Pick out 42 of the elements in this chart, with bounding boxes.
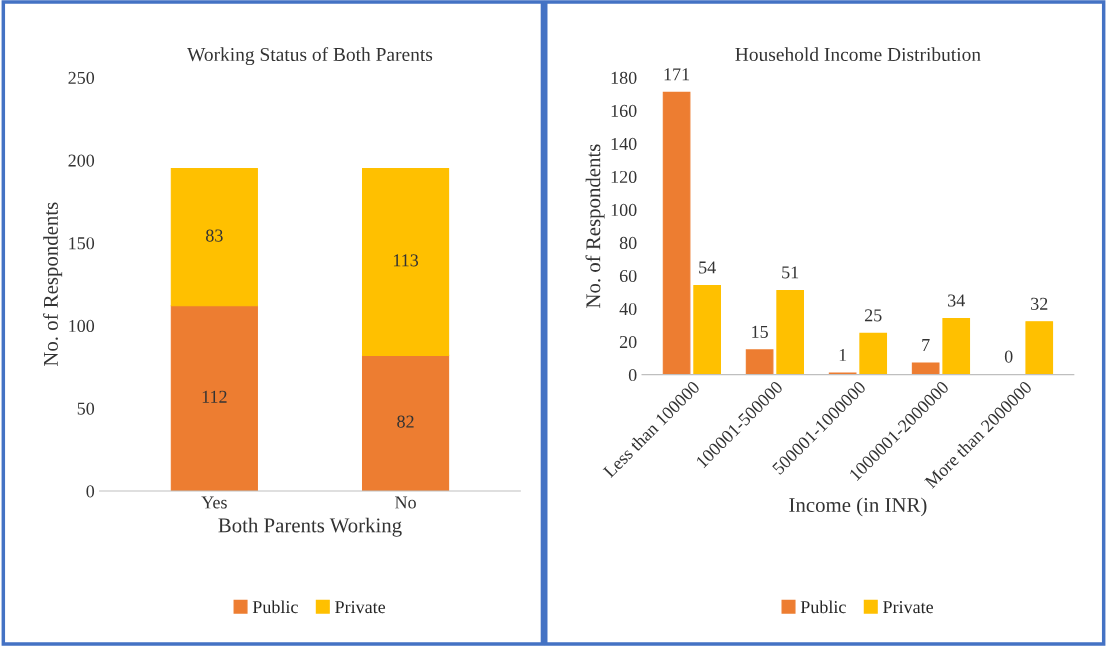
y-tick-label: 250: [68, 71, 95, 84]
data-label: 82: [397, 415, 414, 428]
legend-label: Public: [800, 600, 846, 614]
y-tick-label: 150: [69, 237, 95, 250]
data-label: 171: [664, 68, 690, 81]
data-label: 1: [839, 348, 847, 361]
y-tick-label: 20: [619, 335, 637, 349]
y-tick-label: 120: [611, 170, 637, 184]
y-tick-label: 50: [77, 402, 95, 415]
legend-label: Private: [335, 601, 386, 614]
y-tick-label: 160: [611, 104, 637, 117]
y-axis-title: No. of Respondents: [43, 202, 63, 367]
y-tick-label: 200: [68, 154, 95, 167]
data-label: 54: [699, 261, 716, 274]
chart-title: Working Status of Both Parents: [187, 47, 433, 66]
data-label: 112: [202, 390, 227, 403]
y-tick-label: 60: [619, 269, 637, 283]
y-tick-label: 40: [619, 302, 637, 316]
y-tick-label: 180: [611, 71, 637, 84]
data-label: 83: [206, 229, 223, 242]
x-axis-title: Both Parents Working: [218, 517, 402, 537]
data-label: 51: [782, 266, 799, 279]
data-label: 15: [752, 325, 768, 338]
data-label: 113: [393, 254, 419, 267]
data-label: 0: [1004, 350, 1013, 363]
x-tick-label: Yes: [201, 496, 227, 509]
y-tick-label: 0: [628, 368, 637, 382]
x-tick-label: No: [395, 496, 416, 509]
legend-label: Private: [883, 601, 934, 614]
data-label: 7: [922, 339, 930, 351]
y-tick-label: 0: [86, 485, 95, 498]
y-tick-label: 100: [69, 319, 95, 333]
y-tick-label: 100: [611, 203, 637, 217]
chart-title: Household Income Distribution: [735, 47, 981, 62]
legend-label: Public: [252, 600, 298, 614]
data-label: 34: [948, 294, 965, 307]
y-tick-label: 80: [619, 236, 637, 250]
y-axis-title: No. of Respondents: [585, 144, 605, 308]
data-label: 25: [864, 309, 882, 322]
x-axis-title: Income (in INR): [789, 497, 927, 517]
data-label: 32: [1031, 297, 1048, 310]
y-tick-label: 140: [611, 137, 637, 150]
